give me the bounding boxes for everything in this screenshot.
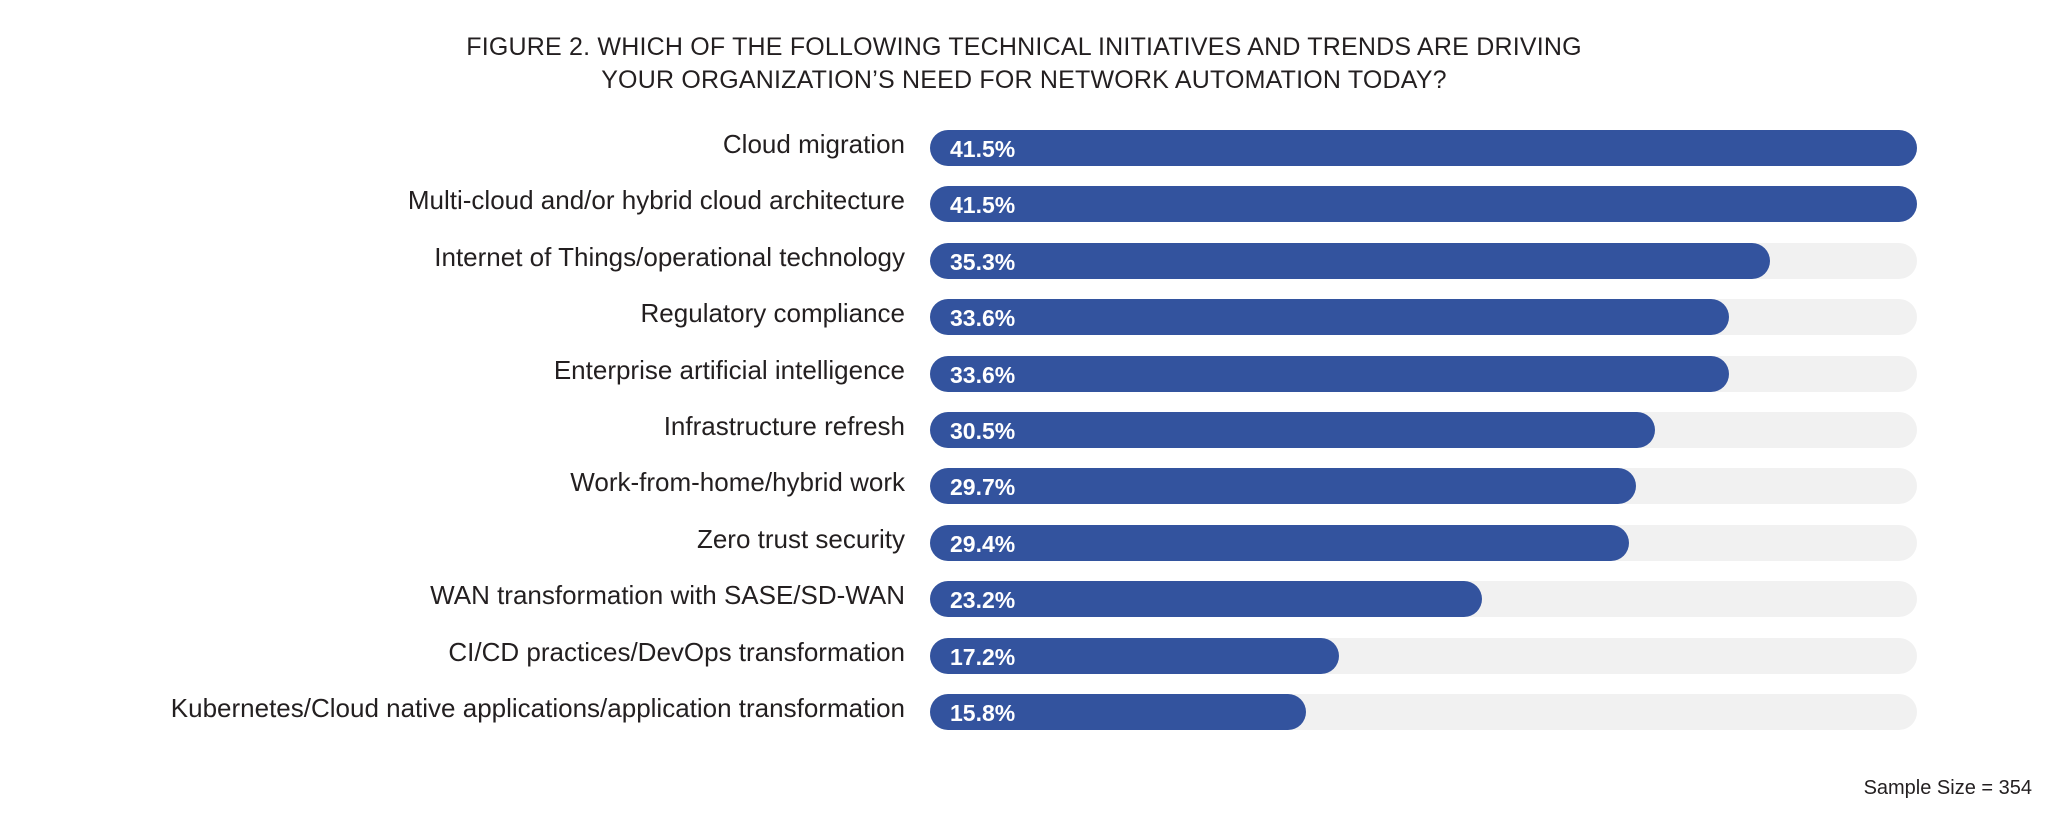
category-label: Infrastructure refresh bbox=[663, 411, 905, 441]
bar-value-label: 30.5% bbox=[950, 418, 1016, 444]
bar: 41.5% bbox=[930, 186, 1917, 223]
bar-value-label: 33.6% bbox=[950, 361, 1016, 388]
bar: 17.2% bbox=[930, 637, 1339, 674]
bar: 30.5% bbox=[930, 412, 1655, 448]
bar-row: Cloud migration 41.5% bbox=[0, 128, 2048, 166]
category-label: Internet of Things/operational technolog… bbox=[434, 241, 905, 272]
bar-track: 17.2% bbox=[930, 637, 1917, 674]
bar-value-label: 35.3% bbox=[950, 248, 1016, 275]
bar-row: Internet of Things/operational technolog… bbox=[0, 241, 2048, 279]
bar: 23.2% bbox=[930, 581, 1482, 618]
bar: 35.3% bbox=[930, 242, 1770, 279]
bar-track: 35.3% bbox=[930, 242, 1917, 279]
chart-title-line-2: YOUR ORGANIZATION’S NEED FOR NETWORK AUT… bbox=[601, 66, 1447, 94]
bar-track: 29.7% bbox=[930, 468, 1917, 505]
bar-value-label: 29.4% bbox=[950, 530, 1016, 557]
bar-value-label: 41.5% bbox=[950, 136, 1016, 162]
bar-row: Infrastructure refresh 30.5% bbox=[0, 410, 2048, 448]
bar-row: Multi-cloud and/or hybrid cloud architec… bbox=[0, 184, 2048, 223]
bar-track: 41.5% bbox=[930, 130, 1917, 166]
bar: 41.5% bbox=[930, 130, 1917, 166]
bar-value-label: 15.8% bbox=[950, 700, 1016, 726]
bar-track: 29.4% bbox=[930, 524, 1917, 561]
bar-value-label: 41.5% bbox=[950, 192, 1016, 219]
bar-row: Work-from-home/hybrid work 29.7% bbox=[0, 466, 2048, 505]
bar-row: Kubernetes/Cloud native applications/app… bbox=[0, 692, 2048, 730]
bar-value-label: 33.6% bbox=[950, 305, 1016, 332]
category-label: Work-from-home/hybrid work bbox=[570, 467, 905, 498]
bar: 33.6% bbox=[930, 299, 1729, 336]
sample-size-note: Sample Size = 354 bbox=[1863, 777, 2032, 799]
category-label: Multi-cloud and/or hybrid cloud architec… bbox=[407, 185, 905, 216]
bar-value-label: 17.2% bbox=[950, 643, 1016, 670]
category-label: Kubernetes/Cloud native applications/app… bbox=[170, 693, 905, 723]
bar-row: CI/CD practices/DevOps transformation 17.… bbox=[0, 636, 2048, 674]
bar-track: 30.5% bbox=[930, 412, 1917, 448]
bar-row: Zero trust security 29.4% bbox=[0, 523, 2048, 561]
chart-title-line-1: FIGURE 2. WHICH OF THE FOLLOWING TECHNIC… bbox=[466, 33, 1582, 61]
category-label: Cloud migration bbox=[722, 129, 905, 159]
bar-track: 15.8% bbox=[930, 694, 1917, 730]
bar-track: 33.6% bbox=[930, 355, 1917, 392]
bar-value-label: 29.7% bbox=[950, 474, 1016, 501]
bar-row: Enterprise artificial intelligence 33.6% bbox=[0, 354, 2048, 392]
bar: 15.8% bbox=[930, 694, 1306, 730]
bar-track: 33.6% bbox=[930, 299, 1917, 336]
bar-track: 41.5% bbox=[930, 186, 1917, 223]
bar: 29.7% bbox=[930, 468, 1636, 505]
bar-row: WAN transformation with SASE/SD-WAN 23.2% bbox=[0, 579, 2048, 618]
category-label: Regulatory compliance bbox=[640, 298, 905, 329]
category-label: WAN transformation with SASE/SD-WAN bbox=[430, 580, 905, 611]
category-label: Enterprise artificial intelligence bbox=[553, 354, 905, 385]
bar-value-label: 23.2% bbox=[950, 587, 1016, 614]
category-label: CI/CD practices/DevOps transformation bbox=[448, 636, 905, 667]
bar-track: 23.2% bbox=[930, 581, 1917, 618]
bar-row: Regulatory compliance 33.6% bbox=[0, 297, 2048, 336]
category-label: Zero trust security bbox=[696, 523, 905, 554]
bar: 29.4% bbox=[930, 524, 1629, 561]
chart-title: FIGURE 2. WHICH OF THE FOLLOWING TECHNIC… bbox=[0, 31, 2048, 97]
bar: 33.6% bbox=[930, 355, 1729, 392]
